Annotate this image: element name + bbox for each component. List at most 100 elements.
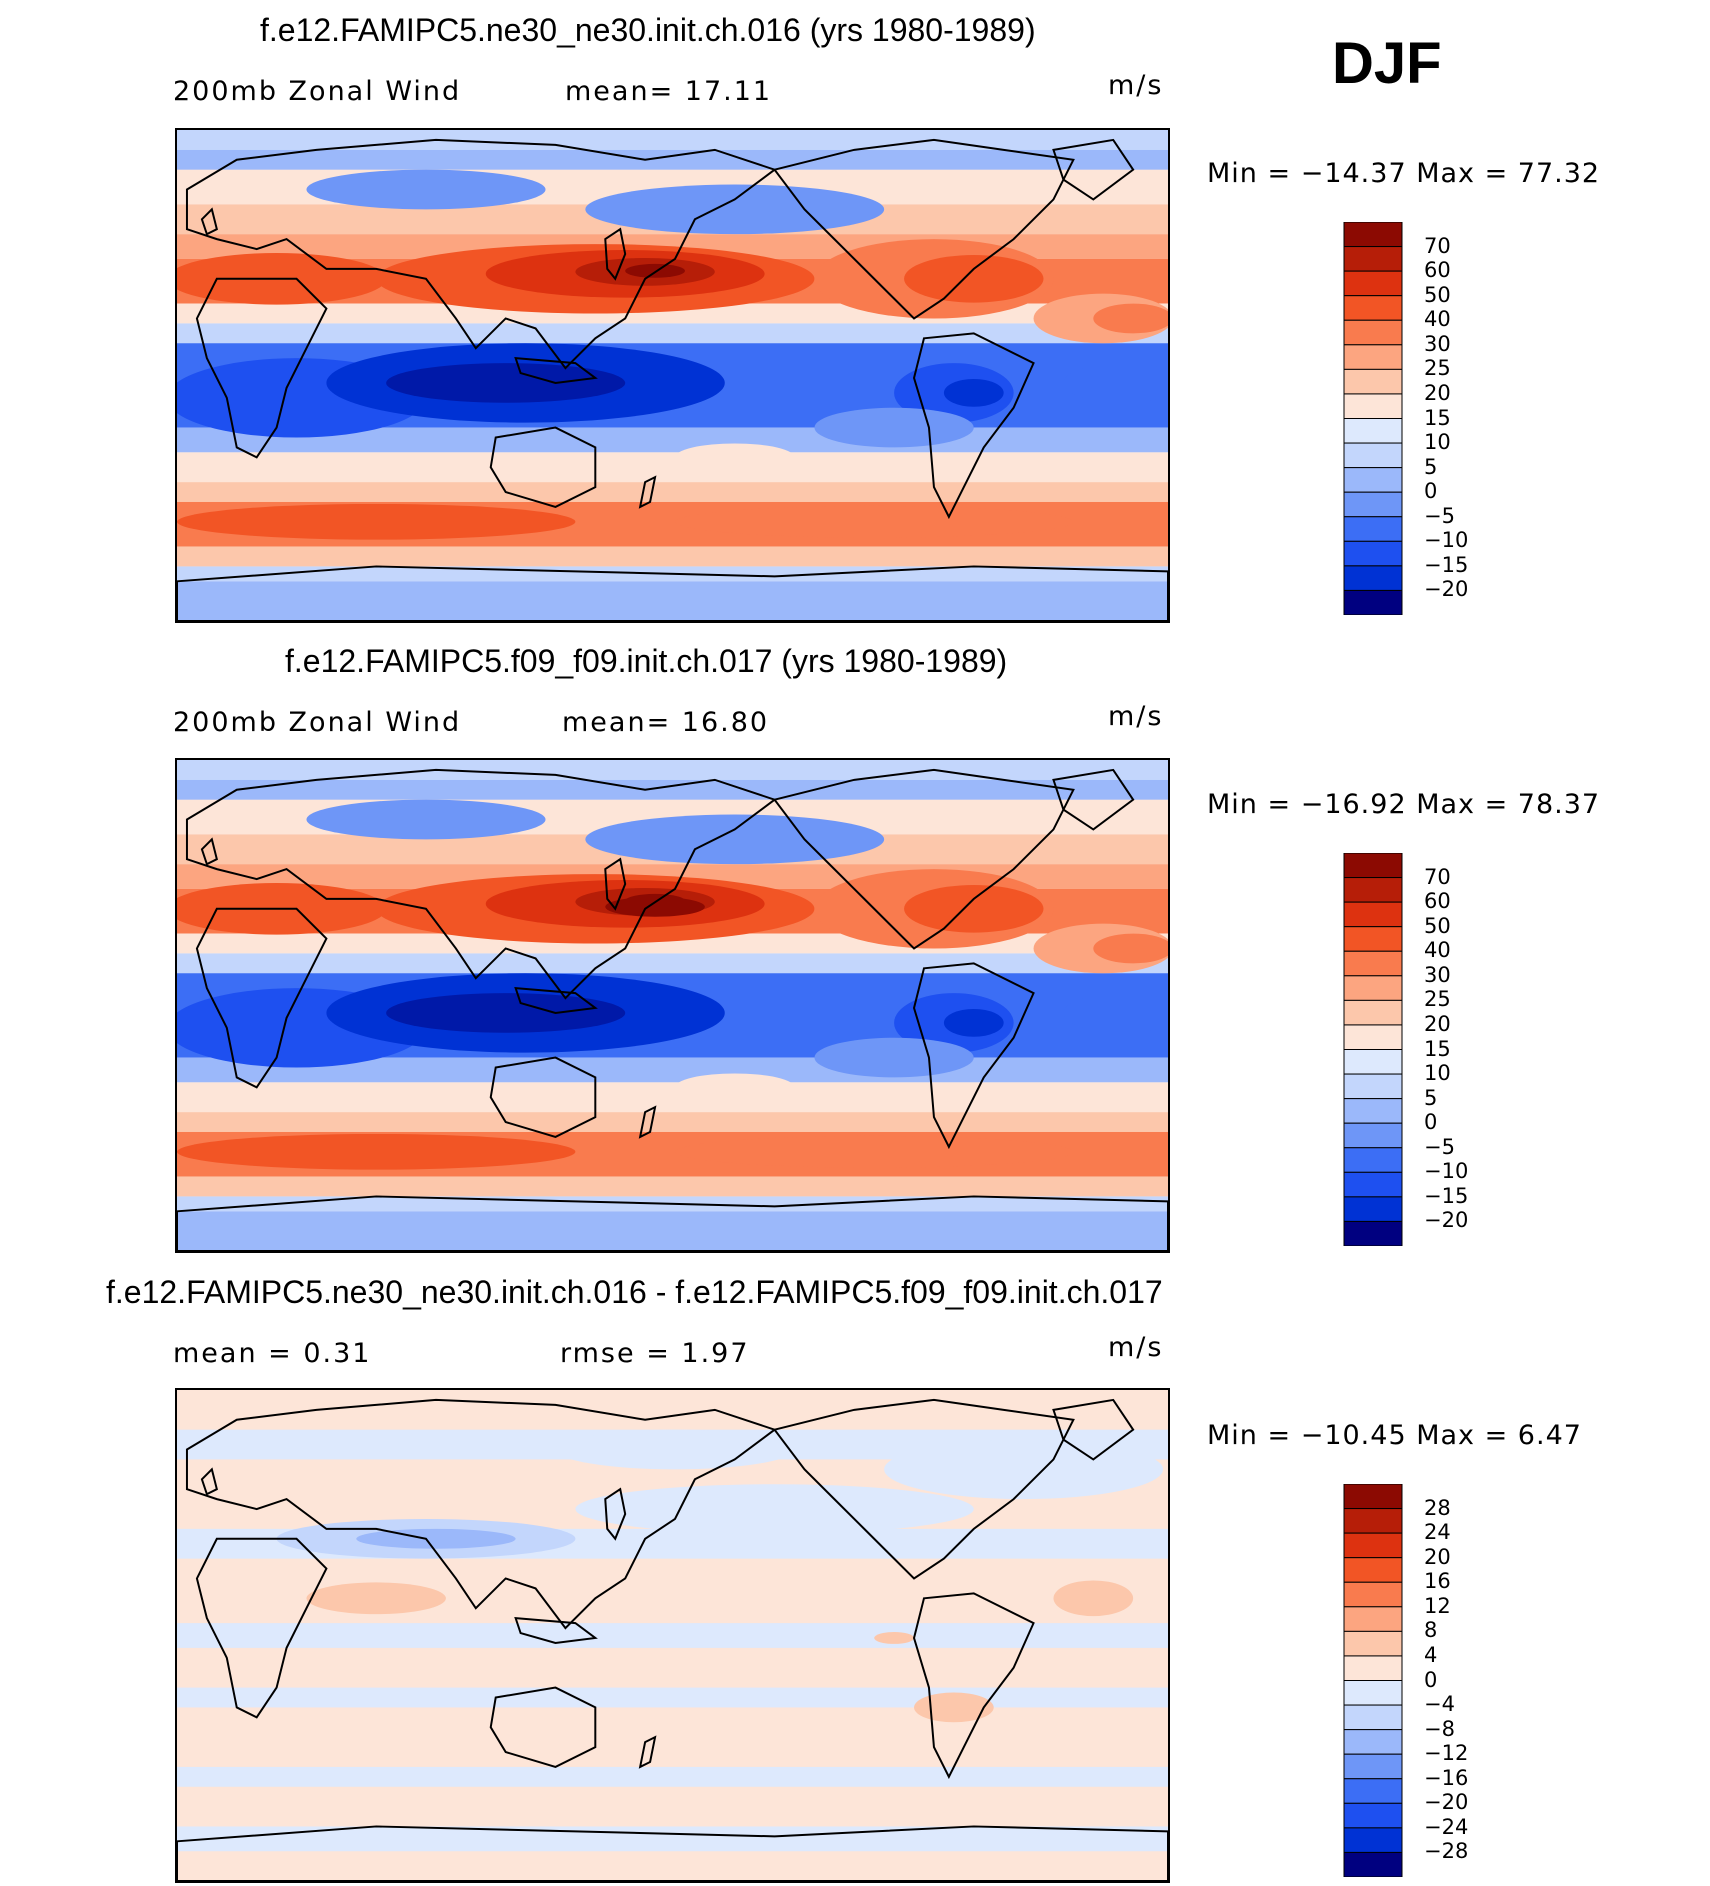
colorbar-tick-label: 0 [1424,1667,1438,1692]
field-contour [1063,363,1168,403]
coastline [185,138,777,370]
coastline [638,1735,657,1769]
colorbar-tick-label: 12 [1424,1593,1451,1618]
colorbar-swatch [1343,1851,1403,1877]
colorbar-tick-label: 0 [1424,479,1438,504]
colorbar-swatch [1343,393,1403,419]
colorbar-swatch [1343,1171,1403,1198]
coastline [195,907,328,1089]
coastline [514,357,598,384]
colorbar-tick-label: 5 [1424,454,1438,479]
colorbar-swatch [1343,344,1403,370]
panel3-minmax: Min = −10.45 Max = 6.47 [1207,1420,1582,1451]
field-contour [674,1135,1074,1168]
colorbar-swatch [1343,1606,1403,1632]
coastline [185,768,777,1000]
panel2-field-label: 200mb Zonal Wind [173,707,462,738]
colorbar-swatch [1343,270,1403,297]
colorbar-swatch [1343,319,1403,346]
colorbar-swatch [1343,1098,1403,1124]
panel1-units: m/s [1108,70,1164,101]
colorbar-swatch [1343,1753,1403,1780]
field-band [177,1687,1168,1708]
panel2-title: f.e12.FAMIPC5.f09_f09.init.ch.017 (yrs 1… [285,643,1008,679]
panel3-mean: mean = 0.31 [173,1338,372,1369]
colorbar-swatch [1343,467,1403,493]
coastline [195,1537,328,1719]
panel1-title: f.e12.FAMIPC5.ne30_ne30.init.ch.016 (yrs… [260,12,1036,48]
field-contour [1053,1580,1134,1617]
colorbar-tick-label: −24 [1424,1814,1469,1839]
field-contour [1063,993,1168,1033]
colorbar-tick-label: 20 [1424,1544,1451,1569]
colorbar-swatch [1343,442,1403,469]
colorbar-swatch [1343,565,1403,591]
colorbar-swatch [1343,491,1403,518]
panel3-rmse: rmse = 1.97 [560,1338,750,1369]
panel1-field-label: 200mb Zonal Wind [173,76,462,107]
coastline [912,332,1035,520]
field-contour [904,884,1044,933]
colorbar-tick-label: −20 [1424,1790,1469,1815]
coastline [489,426,597,508]
colorbar-swatch [1343,1581,1403,1608]
panel1-map [175,128,1170,623]
field-band [177,1211,1168,1251]
field-contour [177,503,576,540]
coastline [489,1056,597,1138]
colorbar-swatch [1343,1220,1403,1246]
colorbar-tick-label: 28 [1424,1495,1451,1520]
colorbar-tick-label: 60 [1424,258,1451,283]
colorbar-swatch [1343,1073,1403,1100]
colorbar-swatch [1343,1680,1403,1706]
panel1-minmax: Min = −14.37 Max = 77.32 [1207,158,1601,189]
colorbar-tick-label: −10 [1424,528,1469,553]
field-contour [1093,933,1168,964]
field-band [177,1623,1168,1648]
colorbar-tick-label: 70 [1424,864,1451,889]
colorbar-swatch [1343,1729,1403,1755]
colorbar-tick-label: −5 [1424,503,1455,528]
field-contour [585,184,885,235]
colorbar-tick-label: 15 [1424,1036,1451,1061]
colorbar-swatch [1343,901,1403,928]
panel3-title: f.e12.FAMIPC5.ne30_ne30.init.ch.016 - f.… [106,1274,1163,1310]
field-contour [674,443,795,472]
colorbar-swatch [1343,589,1403,615]
coastline [514,987,598,1014]
field-band [177,1826,1168,1852]
field-contour [674,505,1074,538]
field-contour [585,814,885,865]
colorbar-tick-label: 50 [1424,282,1451,307]
colorbar-swatch [1343,1704,1403,1731]
colorbar-swatch [1343,246,1403,272]
field-contour [943,378,1004,407]
colorbar-tick-label: −20 [1424,577,1469,602]
panel3-units: m/s [1108,1332,1164,1363]
colorbar-swatch [1343,1024,1403,1050]
colorbar-tick-label: −15 [1424,1183,1469,1208]
colorbar-tick-label: 30 [1424,962,1451,987]
field-band [177,581,1168,621]
colorbar-swatch [1343,1557,1403,1583]
colorbar-swatch [1343,1778,1403,1804]
colorbar-tick-label: 0 [1424,1110,1438,1135]
field-contour [625,263,685,278]
field-band [177,1766,1168,1787]
field-contour [386,363,626,403]
colorbar-tick-label: 15 [1424,405,1451,430]
panel3-colorbar [1343,1484,1403,1877]
colorbar-tick-label: 40 [1424,307,1451,332]
colorbar-tick-label: 10 [1424,430,1451,455]
panel2-map [175,758,1170,1253]
colorbar-swatch [1343,1827,1403,1853]
coastline [1052,768,1135,831]
field-contour [306,169,546,210]
colorbar-swatch [1343,222,1403,248]
colorbar-swatch [1343,516,1403,542]
coastline [177,565,1168,621]
coastline [604,227,627,281]
colorbar-swatch [1343,1802,1403,1829]
colorbar-tick-label: 8 [1424,1618,1438,1643]
colorbar-tick-label: 40 [1424,938,1451,963]
